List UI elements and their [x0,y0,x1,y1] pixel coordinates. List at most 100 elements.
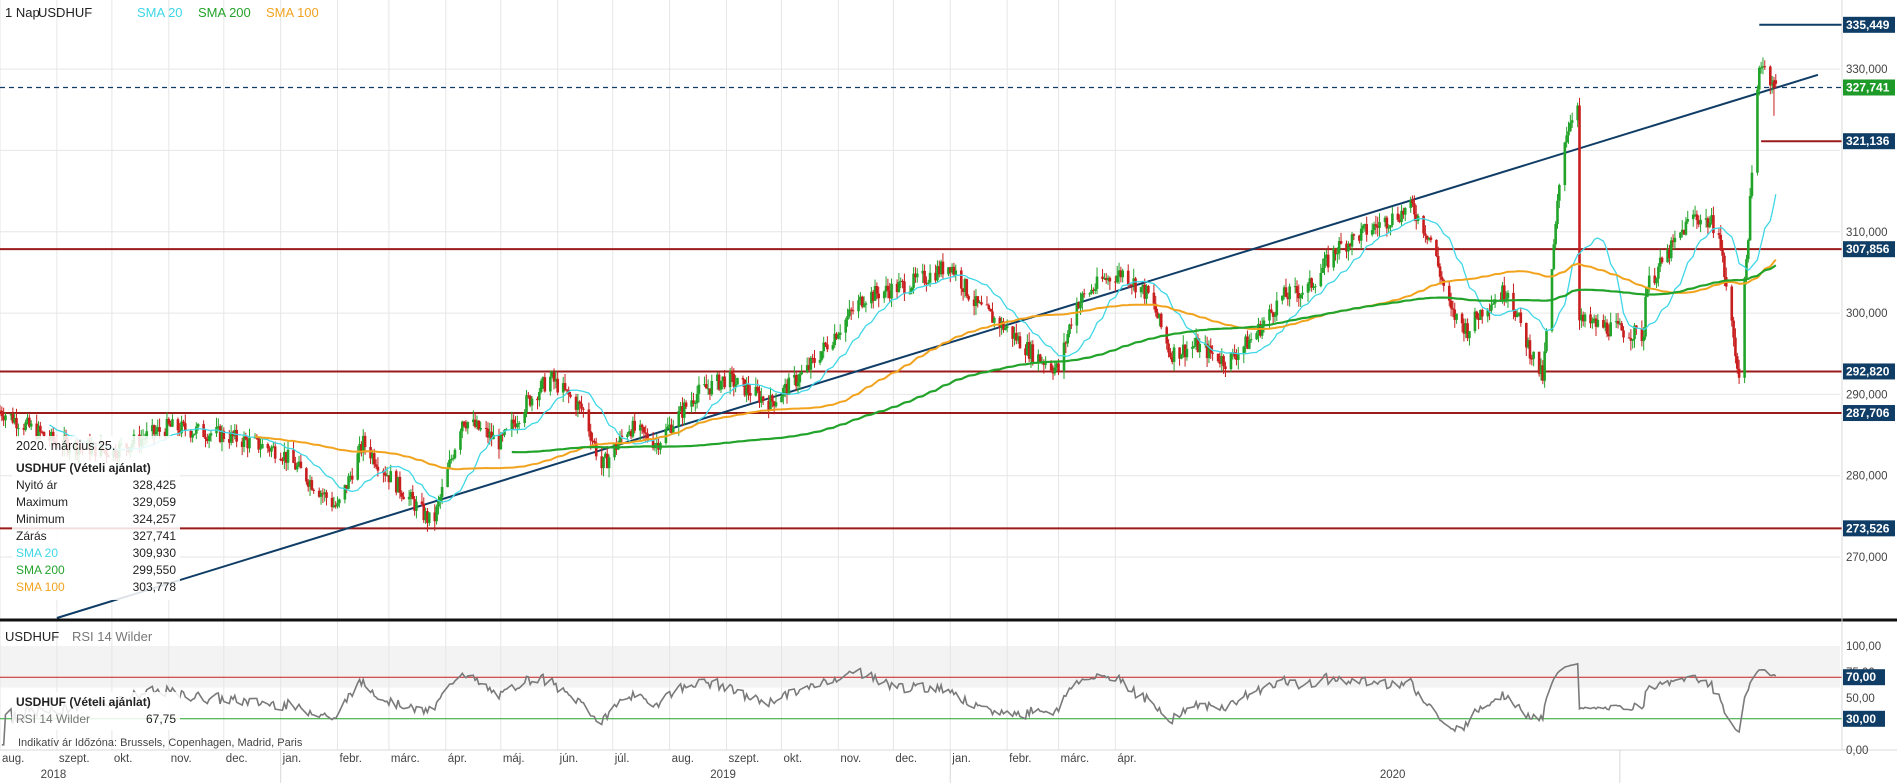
candle-body [593,440,596,443]
candle-body [1301,292,1304,295]
rsi-header: USDHUF RSI 14 Wilder [5,629,153,644]
candle-body [877,293,881,299]
candle-body [1602,320,1605,328]
candle-body [837,334,840,339]
candle-body [1178,347,1181,359]
info-label: SMA 20 [16,546,59,560]
candle-body [679,406,682,412]
candle-body [783,383,787,388]
candle-body [1169,352,1172,358]
candle-body [1576,105,1579,121]
candle-body [1513,311,1517,317]
sma200-line [511,264,1777,454]
candle-body [811,357,814,359]
candle-body [1121,270,1125,278]
candle-body [189,430,193,438]
rsi-info-value: 67,75 [145,712,176,726]
candle-body [490,431,493,440]
candle-body [1147,285,1150,293]
candle-body [631,420,635,437]
candle-body [1750,172,1754,196]
candle-body [1323,258,1326,268]
candle-body [1057,363,1060,372]
candle-body [732,373,736,387]
candle-body [283,451,286,461]
candle-body [1761,66,1765,68]
candle-body [372,453,376,465]
footnote: Indikatív ár Időzóna: Brussels, Copenhag… [18,737,303,749]
month-tick-label: ápr. [1117,753,1136,765]
candle-body [1429,237,1433,240]
candle-body [1475,311,1479,318]
candle-body [2,416,5,421]
candle-body [1697,220,1701,225]
info-value: 327,741 [132,529,176,543]
candle-body [407,496,411,500]
candle-body [497,434,501,450]
month-tick-label: nov. [840,753,861,765]
month-tick-label: aug. [672,753,694,765]
candle-body [528,395,532,406]
candle-body [427,512,431,523]
candle-body [272,446,275,448]
candle-body [229,431,233,443]
ohlc-info-box: 2020. március 25. USDHUF (Vételi ajánlat… [12,436,180,600]
candle-body [1077,302,1080,309]
candle-body [939,261,943,275]
rsi-y-tick-label: 100,00 [1846,641,1881,653]
candle-body [514,423,517,428]
candle-body [1152,292,1156,304]
candle-body [736,377,739,385]
candle-body [194,426,198,434]
candle-body [305,468,308,482]
candle-body [349,475,352,477]
candle-body [13,417,16,423]
candle-body [1480,309,1484,317]
candle-body [760,396,763,403]
candle-body [769,395,772,411]
candle-body [1506,292,1510,299]
candle-body [347,476,350,489]
rsi-tag-label: 30,00 [1846,712,1876,726]
candle-body [1062,342,1066,372]
candle-body [165,418,169,437]
candle-body [319,493,323,497]
candle-body [1609,322,1612,337]
candle-body [1247,340,1251,349]
candle-body [549,376,552,392]
info-row-sma200: SMA 200 299,550 [16,562,176,579]
candle-body [1627,337,1631,339]
month-tick-label: márc. [1061,753,1090,765]
candle-body [1730,286,1734,321]
candle-body [886,285,890,291]
candle-body [937,266,941,275]
candle-body [934,272,937,281]
candle-body [435,506,438,522]
candle-body [1312,287,1315,289]
candle-body [1721,247,1724,256]
candle-body [1387,227,1391,229]
candle-body [1026,342,1029,356]
month-tick-label: jún. [559,753,579,765]
candle-body [1396,213,1400,220]
info-date: 2020. március 25. [16,439,116,453]
candle-body [717,374,721,390]
price-tag: 327,741 [1843,79,1895,96]
price-panel [0,23,1842,619]
candle-body [670,424,673,434]
candle-body [1181,344,1185,355]
candle-body [1383,217,1387,223]
candle-body [642,427,646,433]
candle-body [1682,229,1686,235]
candle-body [822,342,825,352]
candle-body [317,490,321,497]
candle-body [517,423,521,425]
candle-body [1462,323,1466,334]
price-tag-bg [1843,363,1895,380]
info-row-open: Nyitó ár 328,425 [16,477,176,494]
candle-body [600,456,604,469]
candle-body [758,391,761,403]
candle-body [266,444,270,449]
candle-body [844,319,848,333]
candle-body [668,424,671,427]
